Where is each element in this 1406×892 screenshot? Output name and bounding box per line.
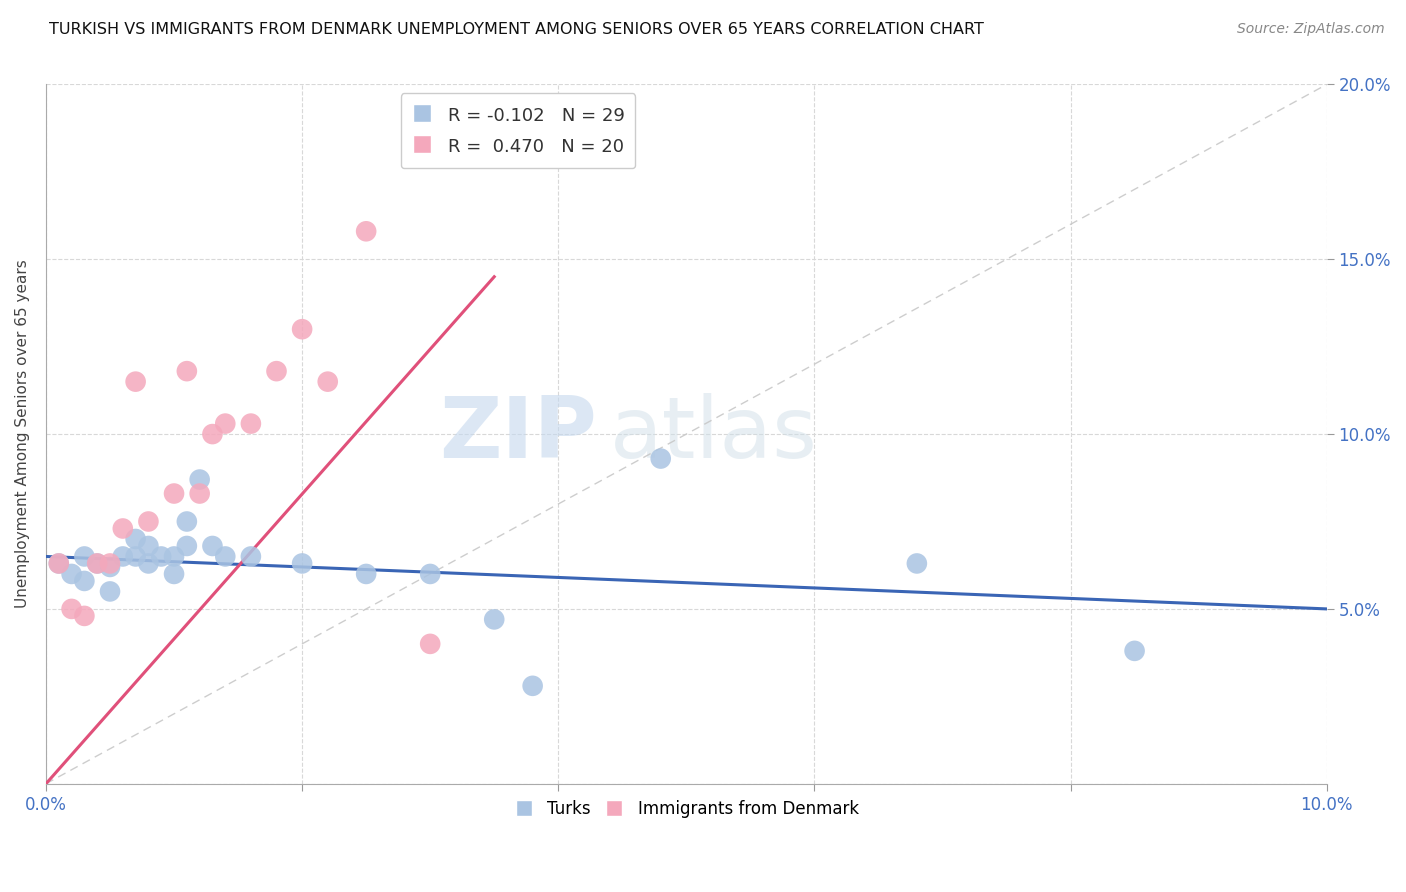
Point (484, 140, 506, 154)
Point (291, 322, 314, 336)
Point (176, 515, 198, 529)
Point (239, 549, 262, 564)
Point (291, 557, 314, 571)
Point (354, 224, 377, 238)
Text: TURKISH VS IMMIGRANTS FROM DENMARK UNEMPLOYMENT AMONG SENIORS OVER 65 YEARS CORR: TURKISH VS IMMIGRANTS FROM DENMARK UNEMP… (49, 22, 984, 37)
Point (73, 549, 96, 564)
Point (905, 557, 928, 571)
Point (48, 557, 70, 571)
Point (163, 486, 186, 500)
Point (316, 375, 339, 389)
Point (484, 612, 506, 626)
Point (98, 557, 121, 571)
Point (419, 566, 441, 581)
Legend: Turks, Immigrants from Denmark: Turks, Immigrants from Denmark (508, 793, 865, 824)
Point (176, 364, 198, 378)
Point (522, 679, 544, 693)
Point (650, 451, 672, 466)
Point (201, 427, 224, 442)
Point (138, 557, 160, 571)
Point (201, 539, 224, 553)
Point (163, 566, 186, 581)
Y-axis label: Unemployment Among Seniors over 65 years: Unemployment Among Seniors over 65 years (15, 260, 30, 608)
Point (124, 532, 146, 546)
Point (86, 557, 108, 571)
Point (60, 566, 83, 581)
Point (354, 566, 377, 581)
Point (98, 560, 121, 574)
Point (188, 486, 211, 500)
Point (98, 584, 121, 599)
Point (1123, 644, 1146, 658)
Point (163, 549, 186, 564)
Point (150, 549, 173, 564)
Point (48, 557, 70, 571)
Point (419, 637, 441, 651)
Text: ZIP: ZIP (439, 392, 596, 475)
Point (124, 375, 146, 389)
Point (73, 574, 96, 588)
Point (124, 549, 146, 564)
Point (266, 364, 288, 378)
Point (239, 417, 262, 431)
Point (176, 539, 198, 553)
Point (111, 521, 134, 535)
Point (214, 417, 236, 431)
Text: atlas: atlas (609, 392, 817, 475)
Point (86, 557, 108, 571)
Point (138, 539, 160, 553)
Point (111, 549, 134, 564)
Point (188, 473, 211, 487)
Point (73, 608, 96, 623)
Text: Source: ZipAtlas.com: Source: ZipAtlas.com (1237, 22, 1385, 37)
Point (60, 602, 83, 616)
Point (138, 515, 160, 529)
Point (214, 549, 236, 564)
